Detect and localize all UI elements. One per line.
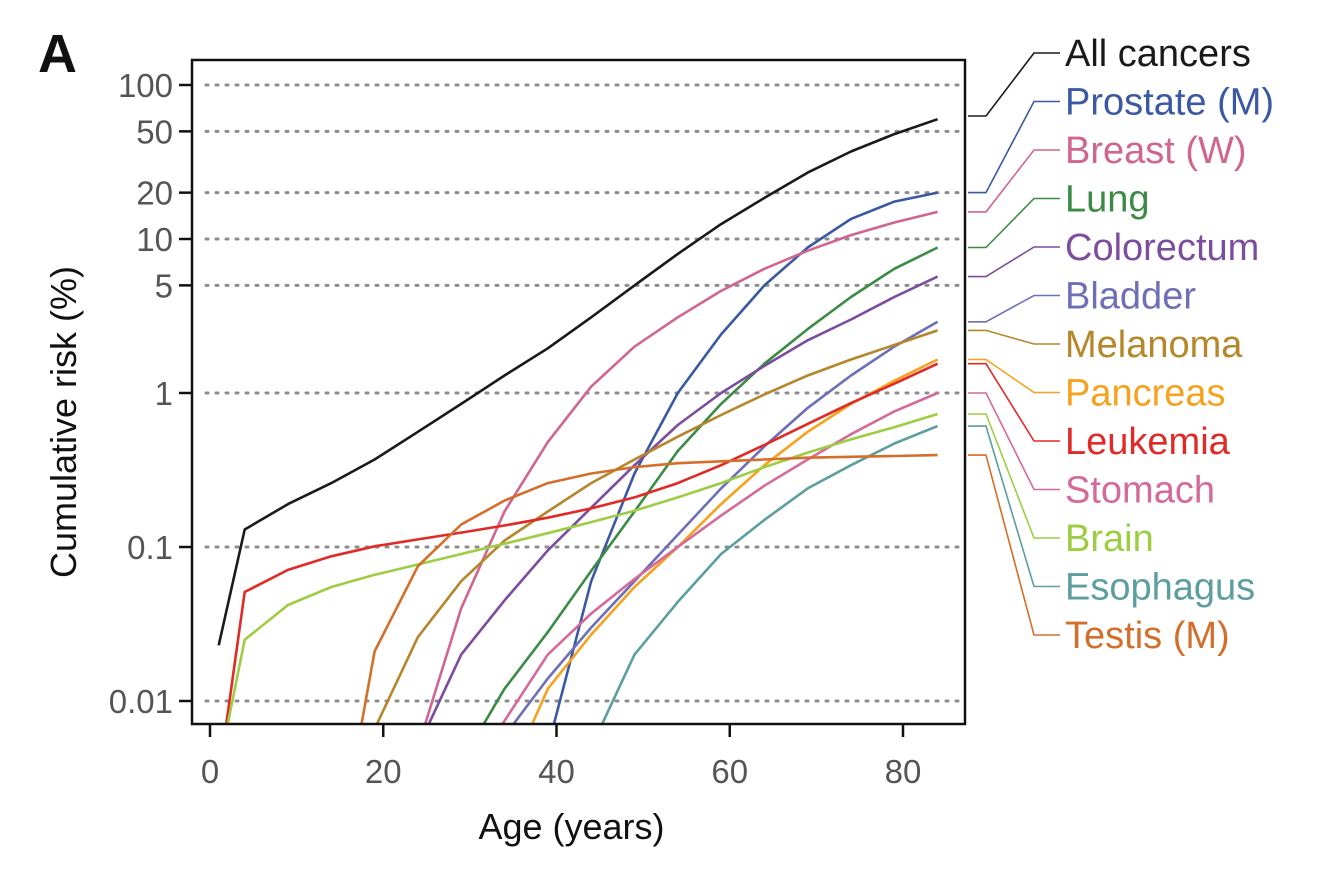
panel-label: A (38, 24, 77, 84)
y-tick-label: 1 (155, 375, 173, 412)
series-line (482, 246, 939, 723)
legend-label: Melanoma (1065, 324, 1243, 366)
series-line (601, 424, 939, 723)
series-line (375, 329, 939, 723)
legend-leader-line (968, 246, 1060, 278)
gridlines (204, 83, 961, 703)
legend-leader-line (968, 425, 1060, 588)
legend-leader-line (968, 100, 1060, 194)
legend-label: All cancers (1065, 33, 1251, 75)
series-lines (217, 117, 939, 723)
x-tick-label: 40 (538, 753, 575, 790)
legend-leader-line (968, 52, 1060, 117)
legend-leader-line (968, 413, 1060, 539)
x-tick-label: 80 (885, 753, 922, 790)
legend-label: Breast (W) (1065, 130, 1247, 172)
legend-leader-line (968, 197, 1060, 249)
series-line (424, 210, 938, 723)
legend-leader-line (968, 362, 1060, 442)
x-tick-label: 60 (711, 753, 748, 790)
legend-label: Lung (1065, 179, 1150, 221)
series-line (531, 358, 939, 723)
y-tick-label: 5 (155, 267, 173, 304)
legend-label: Colorectum (1065, 227, 1259, 269)
legend-label: Prostate (M) (1065, 82, 1274, 124)
legend-label: Testis (M) (1065, 615, 1230, 657)
legend-leader-line (968, 149, 1060, 213)
legend-leader-line (968, 392, 1060, 491)
y-axis-title: Cumulative risk (%) (43, 266, 84, 578)
x-axis: 0 20 40 60 80 (201, 724, 922, 790)
legend-label: Leukemia (1065, 421, 1231, 463)
series-line (427, 275, 939, 723)
legend-label: Brain (1065, 518, 1154, 560)
x-tick-label: 20 (365, 753, 402, 790)
series-line (360, 453, 938, 723)
y-axis: 0.01 0.1 1 5 10 20 50 100 (109, 67, 192, 720)
legend-label: Pancreas (1065, 373, 1226, 415)
y-tick-label: 10 (136, 221, 173, 258)
x-axis-title: Age (years) (478, 806, 664, 847)
y-tick-label: 20 (136, 175, 173, 212)
legend-leader-line (968, 329, 1060, 345)
y-tick-label: 100 (118, 67, 173, 104)
legend-label: Stomach (1065, 470, 1215, 512)
legend-leader-line (968, 358, 1060, 394)
y-tick-label: 0.01 (109, 683, 173, 720)
legend-leader-line (968, 294, 1060, 323)
series-line (226, 412, 938, 723)
series-line (501, 391, 939, 723)
y-tick-label: 50 (136, 113, 173, 150)
legend-leader-line (968, 454, 1060, 636)
series-line (512, 320, 939, 723)
series-line (225, 362, 939, 723)
y-tick-label: 0.1 (127, 529, 173, 566)
legend-label: Bladder (1065, 276, 1196, 318)
series-line (217, 117, 939, 646)
series-line (552, 191, 938, 723)
legend: All cancers Prostate (M) Breast (W) Lung Col… (968, 33, 1274, 657)
legend-label: Esophagus (1065, 567, 1255, 609)
x-tick-label: 0 (201, 753, 219, 790)
